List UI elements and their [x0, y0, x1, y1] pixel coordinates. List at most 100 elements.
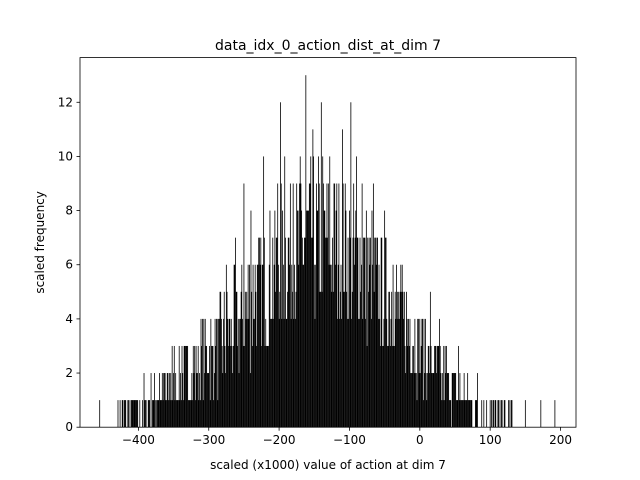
histogram-bar — [467, 400, 469, 428]
histogram-bar — [387, 345, 389, 428]
histogram-bar — [307, 210, 309, 428]
histogram-bar — [338, 183, 340, 428]
histogram-bar — [453, 373, 454, 428]
histogram-bar — [194, 345, 196, 428]
histogram-bar — [275, 291, 276, 428]
histogram-bar — [205, 345, 207, 428]
histogram-bar — [364, 237, 366, 428]
histogram-bar — [475, 400, 477, 428]
histogram-bar — [422, 400, 424, 428]
histogram-bar — [468, 400, 470, 428]
histogram-bar — [156, 400, 158, 428]
histogram-bar — [168, 400, 170, 428]
histogram-bar — [340, 264, 342, 428]
histogram-bar — [427, 373, 428, 428]
histogram-bar — [301, 237, 303, 428]
histogram-bar — [256, 264, 258, 428]
histogram-bar — [173, 373, 174, 428]
histogram-bar — [203, 318, 205, 428]
histogram-bar — [190, 400, 192, 428]
histogram-bar — [326, 183, 328, 428]
histogram-bar — [418, 318, 419, 428]
histogram-bar — [339, 291, 341, 428]
histogram-bar — [316, 210, 318, 428]
histogram-bar — [287, 237, 289, 428]
x-tick-label: −300 — [192, 433, 225, 447]
histogram-bar — [209, 345, 210, 428]
histogram-bar — [398, 291, 400, 428]
histogram-bar — [145, 400, 146, 428]
histogram-bar — [287, 291, 288, 428]
histogram-bar — [447, 373, 449, 428]
histogram-bar — [312, 129, 314, 428]
histogram-bar — [438, 345, 440, 428]
histogram-bar — [462, 400, 464, 428]
histogram-bar — [239, 318, 241, 428]
histogram-bar — [370, 318, 372, 428]
histogram-bar — [406, 318, 408, 428]
histogram-bar — [446, 345, 447, 428]
histogram-bar — [121, 400, 123, 428]
histogram-bar — [335, 210, 337, 428]
histogram-bar — [509, 400, 511, 428]
histogram-bar — [275, 237, 277, 428]
histogram-bar — [197, 373, 198, 428]
histogram-bar — [459, 373, 461, 428]
histogram-bar — [251, 291, 253, 428]
histogram-bar — [139, 400, 141, 428]
histogram-bar — [257, 264, 259, 428]
histogram-bar — [262, 264, 264, 428]
histogram-bar — [216, 318, 217, 428]
histogram-bar — [252, 264, 254, 428]
histogram-bar — [132, 400, 134, 428]
histogram-bar — [136, 400, 138, 428]
y-tick-label: 4 — [65, 312, 73, 326]
histogram-bar — [378, 264, 380, 428]
histogram-bar — [361, 183, 363, 428]
histogram-bar — [143, 373, 145, 428]
histogram-bar — [341, 318, 343, 428]
histogram-bar — [394, 291, 396, 428]
histogram-bar — [380, 345, 381, 428]
histogram-bar — [362, 318, 364, 428]
x-tick-label: −200 — [263, 433, 296, 447]
histogram-bar — [177, 400, 179, 428]
histogram-bar — [162, 400, 164, 428]
histogram-bar — [449, 400, 451, 428]
x-tick-label: 0 — [416, 433, 424, 447]
histogram-bars — [99, 75, 556, 428]
histogram-bar — [476, 400, 478, 428]
histogram-bar — [123, 400, 125, 428]
histogram-bar — [196, 373, 198, 428]
histogram-bar — [263, 156, 265, 428]
histogram-bar — [99, 400, 101, 428]
histogram-bar — [356, 156, 357, 428]
histogram-bar — [206, 373, 208, 428]
histogram-bar — [187, 400, 189, 428]
histogram-bar — [183, 400, 184, 428]
histogram-bar — [325, 237, 327, 428]
histogram-bar — [294, 264, 295, 428]
histogram-bar — [231, 345, 233, 428]
histogram-bar — [261, 345, 262, 428]
histogram-bar — [337, 264, 339, 428]
histogram-bar — [399, 291, 401, 428]
histogram-bar — [119, 400, 121, 428]
histogram-bar — [424, 373, 426, 428]
histogram-bar — [289, 264, 291, 428]
histogram-bar — [254, 264, 256, 428]
histogram-bar — [336, 183, 338, 428]
histogram-bar — [181, 345, 183, 428]
histogram-bar — [284, 156, 286, 428]
histogram-bar — [401, 264, 403, 428]
histogram-bar — [352, 237, 354, 428]
histogram-bar — [342, 183, 344, 428]
histogram-bar — [186, 345, 188, 428]
histogram-bar — [365, 318, 367, 428]
histogram-bar — [437, 345, 439, 428]
histogram-bar — [369, 264, 371, 428]
histogram-bar — [497, 400, 499, 428]
histogram-bar — [242, 318, 243, 428]
histogram-bar — [233, 264, 235, 428]
histogram-bar — [444, 400, 445, 428]
